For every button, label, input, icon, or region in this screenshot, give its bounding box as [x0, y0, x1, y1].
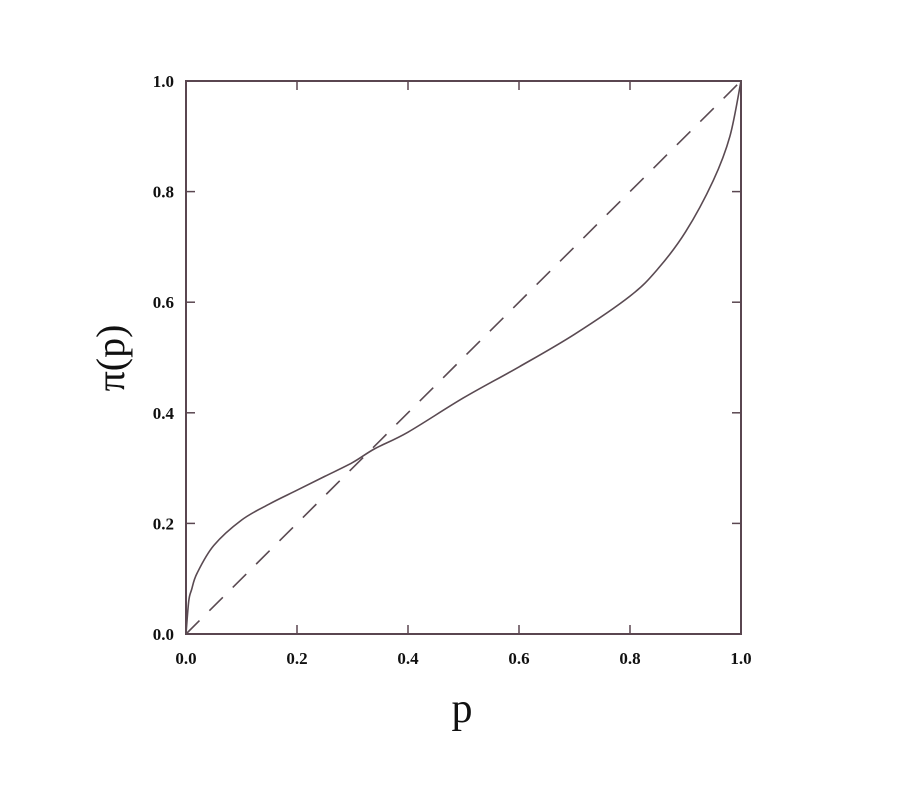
identity-line-dashed — [185, 80, 742, 635]
y-tick-label: 0.2 — [153, 514, 174, 533]
y-tick-label: 0.4 — [153, 404, 175, 423]
y-axis-title: π(p) — [88, 325, 133, 392]
x-tick-label: 1.0 — [730, 649, 751, 668]
y-tick-label: 1.0 — [153, 72, 174, 91]
y-tick-label: 0.6 — [153, 293, 174, 312]
x-tick-label: 0.8 — [619, 649, 640, 668]
x-tick-label: 0.6 — [508, 649, 529, 668]
y-tick-label: 0.0 — [153, 625, 174, 644]
x-axis-title: p — [452, 686, 473, 732]
x-tick-label: 0.4 — [397, 649, 419, 668]
x-tick-label: 0.0 — [175, 649, 196, 668]
x-tick-label: 0.2 — [286, 649, 307, 668]
weighting-curve — [185, 80, 742, 635]
plot-frame — [185, 80, 742, 635]
y-tick-label: 0.8 — [153, 183, 174, 202]
